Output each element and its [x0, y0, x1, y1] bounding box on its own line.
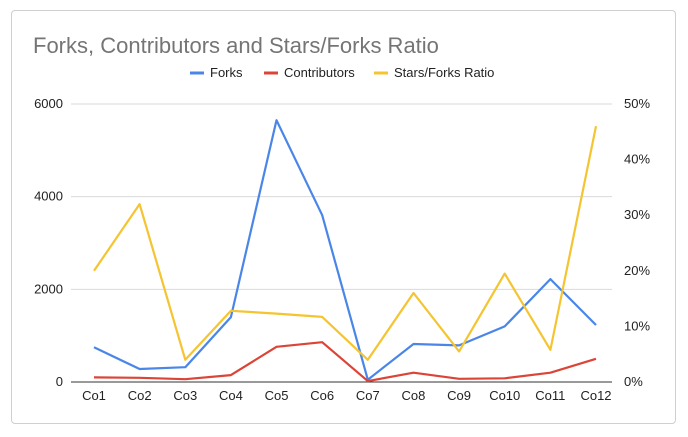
x-tick-label: Co9	[447, 388, 471, 403]
legend-label-contributors: Contributors	[284, 65, 355, 80]
x-tick-label: Co10	[489, 388, 520, 403]
legend-label-forks: Forks	[210, 65, 243, 80]
x-tick-label: Co12	[580, 388, 611, 403]
legend-label-stars-forks-ratio: Stars/Forks Ratio	[394, 65, 494, 80]
x-tick-label: Co11	[535, 388, 565, 403]
y-right-tick-label: 10%	[624, 318, 650, 333]
series-line-forks	[93, 119, 597, 381]
y-left-tick-label: 4000	[34, 189, 63, 204]
x-tick-label: Co7	[356, 388, 380, 403]
x-tick-label: Co8	[402, 388, 426, 403]
y-right-tick-label: 20%	[624, 263, 650, 278]
y-right-tick-label: 0%	[624, 374, 643, 389]
x-tick-label: Co1	[82, 388, 106, 403]
y-left-tick-label: 0	[56, 374, 63, 389]
chart-frame	[11, 10, 676, 424]
y-right-tick-label: 30%	[624, 207, 650, 222]
chart-title: Forks, Contributors and Stars/Forks Rati…	[33, 33, 439, 58]
x-tick-label: Co5	[265, 388, 289, 403]
series-line-contributors	[93, 341, 597, 383]
y-right-tick-label: 40%	[624, 152, 650, 167]
x-tick-label: Co2	[128, 388, 152, 403]
x-tick-label: Co6	[310, 388, 334, 403]
x-tick-label: Co4	[219, 388, 243, 403]
x-tick-label: Co3	[173, 388, 197, 403]
y-left-tick-label: 2000	[34, 281, 63, 296]
series-line-stars-forks-ratio	[93, 125, 598, 361]
y-right-tick-label: 50%	[624, 96, 650, 111]
y-left-tick-label: 6000	[34, 96, 63, 111]
